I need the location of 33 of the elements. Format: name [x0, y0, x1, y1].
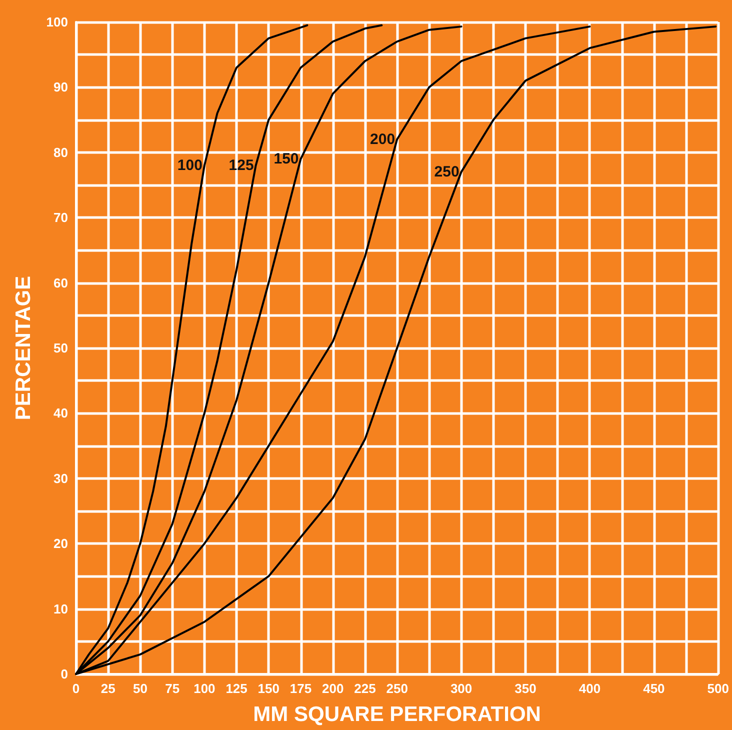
series-label: 250 [434, 163, 460, 180]
x-tick-label: 50 [132, 681, 148, 696]
x-tick-label: 250 [386, 681, 408, 696]
y-tick-label: 0 [60, 666, 68, 682]
y-tick-label: 60 [54, 275, 68, 290]
x-tick-label: 100 [194, 681, 216, 696]
x-tick-label: 25 [100, 681, 116, 696]
y-tick-label: 80 [54, 144, 68, 160]
y-tick-label: 30 [54, 470, 68, 486]
x-tick-label: 450 [643, 681, 665, 696]
x-tick-label: 150 [258, 681, 280, 696]
x-tick-label: 125 [226, 681, 248, 696]
series-label: 100 [177, 156, 202, 174]
x-tick-label: 75 [165, 681, 180, 696]
y-tick-label: 70 [54, 210, 68, 226]
y-tick-label: 90 [54, 80, 68, 95]
series-label: 200 [370, 130, 396, 148]
x-tick-label: 350 [514, 681, 536, 696]
y-tick-label: 40 [54, 406, 68, 421]
y-tick-label: 100 [46, 14, 68, 30]
x-tick-label: 200 [322, 681, 344, 696]
x-tick-label: 500 [707, 681, 730, 696]
y-tick-label: 10 [54, 601, 68, 616]
x-tick-label: 0 [72, 681, 80, 696]
x-tick-label: 300 [450, 681, 472, 696]
series-label: 150 [274, 150, 299, 168]
y-tick-label: 20 [54, 536, 68, 552]
x-tick-label: 225 [354, 681, 376, 696]
y-tick-label: 50 [54, 340, 68, 356]
x-tick-label: 400 [578, 681, 601, 696]
x-tick-label: 175 [290, 681, 312, 696]
y-axis-title: PERCENTAGE [12, 276, 35, 420]
x-axis-title: MM SQUARE PERFORATION [253, 703, 541, 726]
